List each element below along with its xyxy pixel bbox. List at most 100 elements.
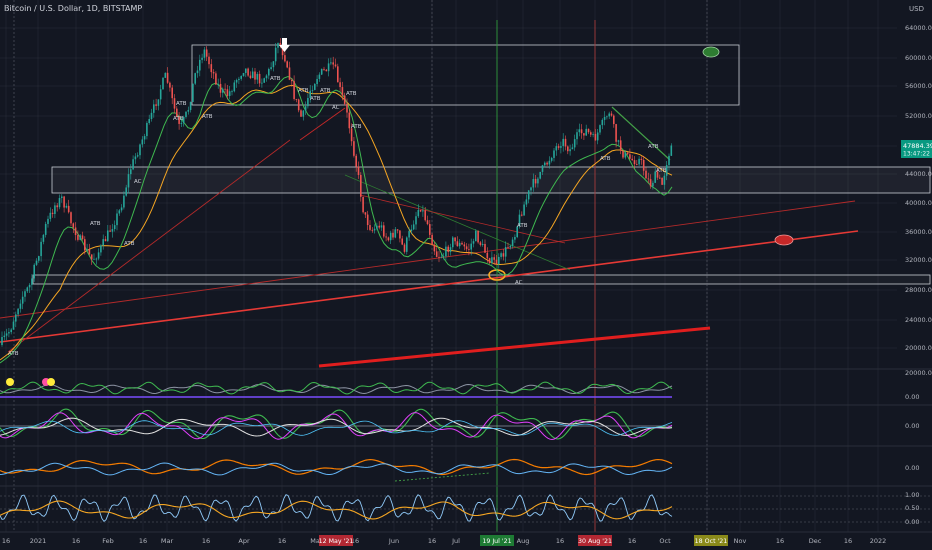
candle-body — [571, 147, 574, 150]
down-arrow-icon[interactable] — [279, 38, 290, 52]
candle-body — [42, 234, 45, 242]
falling-trendline[interactable] — [344, 174, 571, 271]
candle-body — [429, 224, 431, 235]
support-zone-box[interactable] — [32, 274, 931, 285]
price-axis[interactable]: 64000.0060000.0056000.0052000.0048000.00… — [905, 24, 932, 377]
candle-body — [93, 258, 95, 260]
candle-body — [622, 150, 624, 158]
resistance-zone-box[interactable] — [191, 44, 740, 106]
atb-label: ATB — [517, 223, 528, 229]
pane1-axis: 0.00 — [905, 393, 919, 401]
mid-zone-box[interactable] — [51, 166, 931, 194]
rising-trendline[interactable] — [7, 139, 291, 353]
candle-body — [532, 179, 535, 188]
candle-body — [339, 82, 341, 88]
pane2-axis: 0.00 — [905, 422, 919, 430]
candle-body — [162, 77, 164, 90]
candle-body — [178, 116, 180, 124]
candle-body — [113, 225, 116, 230]
candle-body — [254, 71, 256, 80]
candle-body — [265, 75, 268, 79]
time-axis-label: Oct — [659, 537, 671, 545]
moving-average-green[interactable] — [0, 75, 673, 364]
candle-body — [654, 171, 656, 183]
candle-body — [631, 158, 633, 161]
rising-trendline-2[interactable] — [299, 107, 346, 141]
candle-body — [196, 70, 199, 74]
candle-body — [21, 296, 24, 304]
pane2-line-magenta[interactable] — [0, 412, 673, 441]
candle-body — [185, 111, 187, 117]
current-price-value: 47884.39 — [903, 142, 932, 150]
svg-text:0.00: 0.00 — [905, 393, 919, 401]
atb-label: ATB — [310, 96, 321, 102]
candle-body — [157, 99, 160, 106]
candle-body — [431, 234, 433, 245]
pane2-line-white[interactable] — [0, 417, 673, 437]
time-axis[interactable]: 16 2021 16 Feb 16 Mar 16 Apr 16 May 16 Jun 16 Jul 16 Au… — [2, 535, 886, 546]
bold-trendline[interactable] — [318, 326, 711, 368]
candle-body — [90, 254, 93, 260]
support-trendline-2[interactable] — [0, 200, 856, 319]
candle-body — [652, 182, 654, 187]
candle-body — [297, 99, 300, 111]
candle-body — [100, 245, 102, 253]
candle-body — [514, 237, 516, 240]
time-axis-label: 2021 — [30, 537, 47, 545]
candle-body — [293, 81, 295, 100]
candle-body — [224, 88, 226, 90]
moving-average-orange[interactable] — [0, 84, 673, 361]
candle-body — [550, 157, 553, 161]
target-marker-red[interactable] — [774, 234, 794, 246]
price-axis-label: 60000.00 — [905, 54, 932, 62]
support-trendline[interactable] — [0, 230, 859, 343]
descending-resistance[interactable] — [611, 106, 671, 161]
candle-body — [491, 257, 493, 263]
candle-body — [337, 66, 339, 83]
candle-body — [146, 123, 148, 137]
candle-body — [447, 246, 449, 252]
candle-body — [576, 132, 578, 140]
candle-body — [134, 156, 137, 160]
candle-body — [401, 238, 403, 245]
candle-body — [507, 247, 509, 248]
candle-body — [422, 210, 424, 212]
pane1-line-green[interactable] — [0, 381, 673, 395]
candle-body — [537, 178, 539, 184]
target-marker-green[interactable] — [702, 46, 720, 58]
candlestick-series[interactable] — [1, 38, 673, 347]
pane4-line-blue[interactable] — [0, 494, 673, 523]
candle-body — [222, 88, 224, 93]
candle-body — [249, 75, 252, 79]
candle-body — [665, 165, 668, 176]
candle-body — [35, 260, 38, 265]
pane2-line-blue[interactable] — [0, 420, 673, 436]
candle-body — [199, 59, 201, 71]
chart-grid — [0, 0, 897, 532]
candle-body — [123, 195, 125, 208]
pane4-axis: 1.00 0.50 0.00 — [905, 491, 919, 526]
candle-body — [369, 225, 371, 230]
candle-body — [424, 210, 426, 221]
candle-body — [406, 237, 408, 252]
price-axis-label: 20000.00 — [905, 369, 932, 377]
candle-body — [468, 249, 470, 250]
price-axis-label: 44000.00 — [905, 170, 932, 178]
pane3-line-orange[interactable] — [0, 458, 673, 476]
candle-body — [555, 146, 558, 151]
candle-body — [569, 149, 571, 152]
time-axis-label: 16 — [628, 537, 636, 545]
current-price-tag[interactable]: 47884.39 13:47:22 — [901, 140, 932, 158]
atb-label: ATB — [351, 124, 362, 130]
atb-label: ATB — [648, 144, 659, 150]
candle-body — [281, 45, 284, 56]
pane3-line-blue[interactable] — [0, 462, 673, 476]
candle-body — [86, 249, 88, 251]
pane1-line-gray[interactable] — [0, 383, 673, 395]
pane4-line-orange[interactable] — [0, 500, 673, 520]
candle-body — [212, 72, 215, 74]
falling-trendline-2[interactable] — [359, 194, 566, 244]
candle-body — [578, 129, 581, 133]
